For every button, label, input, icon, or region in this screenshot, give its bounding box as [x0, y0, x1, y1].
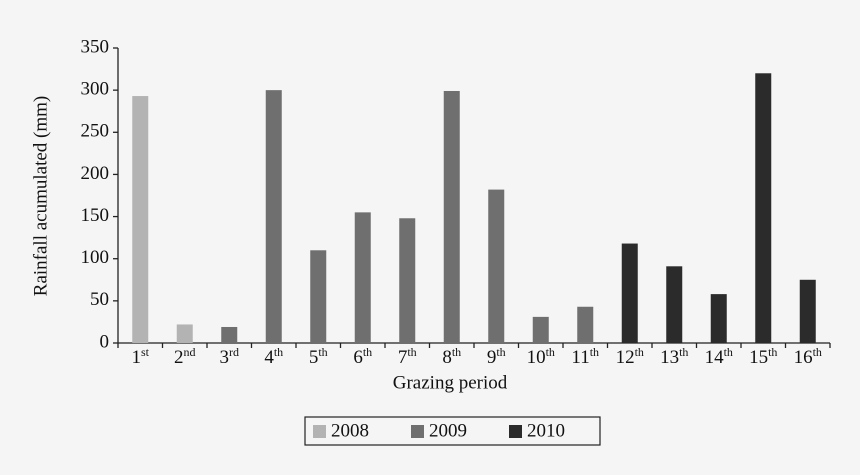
- bar: [221, 326, 238, 343]
- x-tick-label: 3rd: [220, 345, 240, 369]
- legend-label: 2008: [331, 420, 369, 441]
- x-tick-label: 15th: [749, 345, 777, 369]
- bar: [310, 250, 327, 343]
- legend-swatch: [509, 425, 522, 438]
- x-tick-label: 5th: [309, 345, 328, 369]
- bar: [710, 294, 727, 343]
- bar: [666, 266, 683, 343]
- x-tick-label: 8th: [442, 345, 461, 369]
- bar: [799, 279, 816, 343]
- x-tick-label: 7th: [398, 345, 417, 369]
- legend-label: 2009: [429, 420, 467, 441]
- bar: [488, 189, 505, 343]
- x-tick-label: 12th: [616, 345, 644, 369]
- y-tick-label: 0: [100, 331, 110, 352]
- x-tick-label: 6th: [353, 345, 372, 369]
- x-axis-label: Grazing period: [393, 372, 508, 393]
- legend-box: [304, 416, 601, 446]
- bar: [399, 218, 416, 343]
- y-tick-label: 150: [81, 205, 110, 226]
- y-axis-label: Rainfall acumulated (mm): [30, 96, 51, 296]
- bar: [755, 73, 772, 344]
- x-tick-label: 13th: [660, 345, 688, 369]
- bar: [132, 96, 149, 344]
- x-tick-label: 2nd: [174, 345, 196, 369]
- x-tick-label: 9th: [487, 345, 506, 369]
- legend-label: 2010: [527, 420, 565, 441]
- y-tick-label: 100: [81, 247, 110, 268]
- bar: [443, 90, 460, 343]
- bar: [265, 90, 282, 344]
- y-tick-label: 250: [81, 121, 110, 142]
- y-tick-label: 300: [81, 79, 110, 100]
- x-tick-label: 4th: [264, 345, 283, 369]
- bar: [354, 212, 371, 343]
- y-tick-label: 50: [90, 289, 109, 310]
- bar: [176, 324, 193, 343]
- x-tick-label: 10th: [527, 345, 555, 369]
- legend-swatch: [313, 425, 326, 438]
- bar: [532, 316, 549, 343]
- x-tick-label: 14th: [705, 345, 733, 369]
- x-tick-label: 11th: [571, 345, 599, 369]
- y-tick-label: 350: [81, 36, 110, 57]
- x-tick-label: 16th: [794, 345, 822, 369]
- bar: [621, 243, 638, 343]
- bar: [577, 306, 594, 343]
- x-tick-label: 1st: [131, 345, 149, 369]
- legend-swatch: [411, 425, 424, 438]
- y-tick-label: 200: [81, 163, 110, 184]
